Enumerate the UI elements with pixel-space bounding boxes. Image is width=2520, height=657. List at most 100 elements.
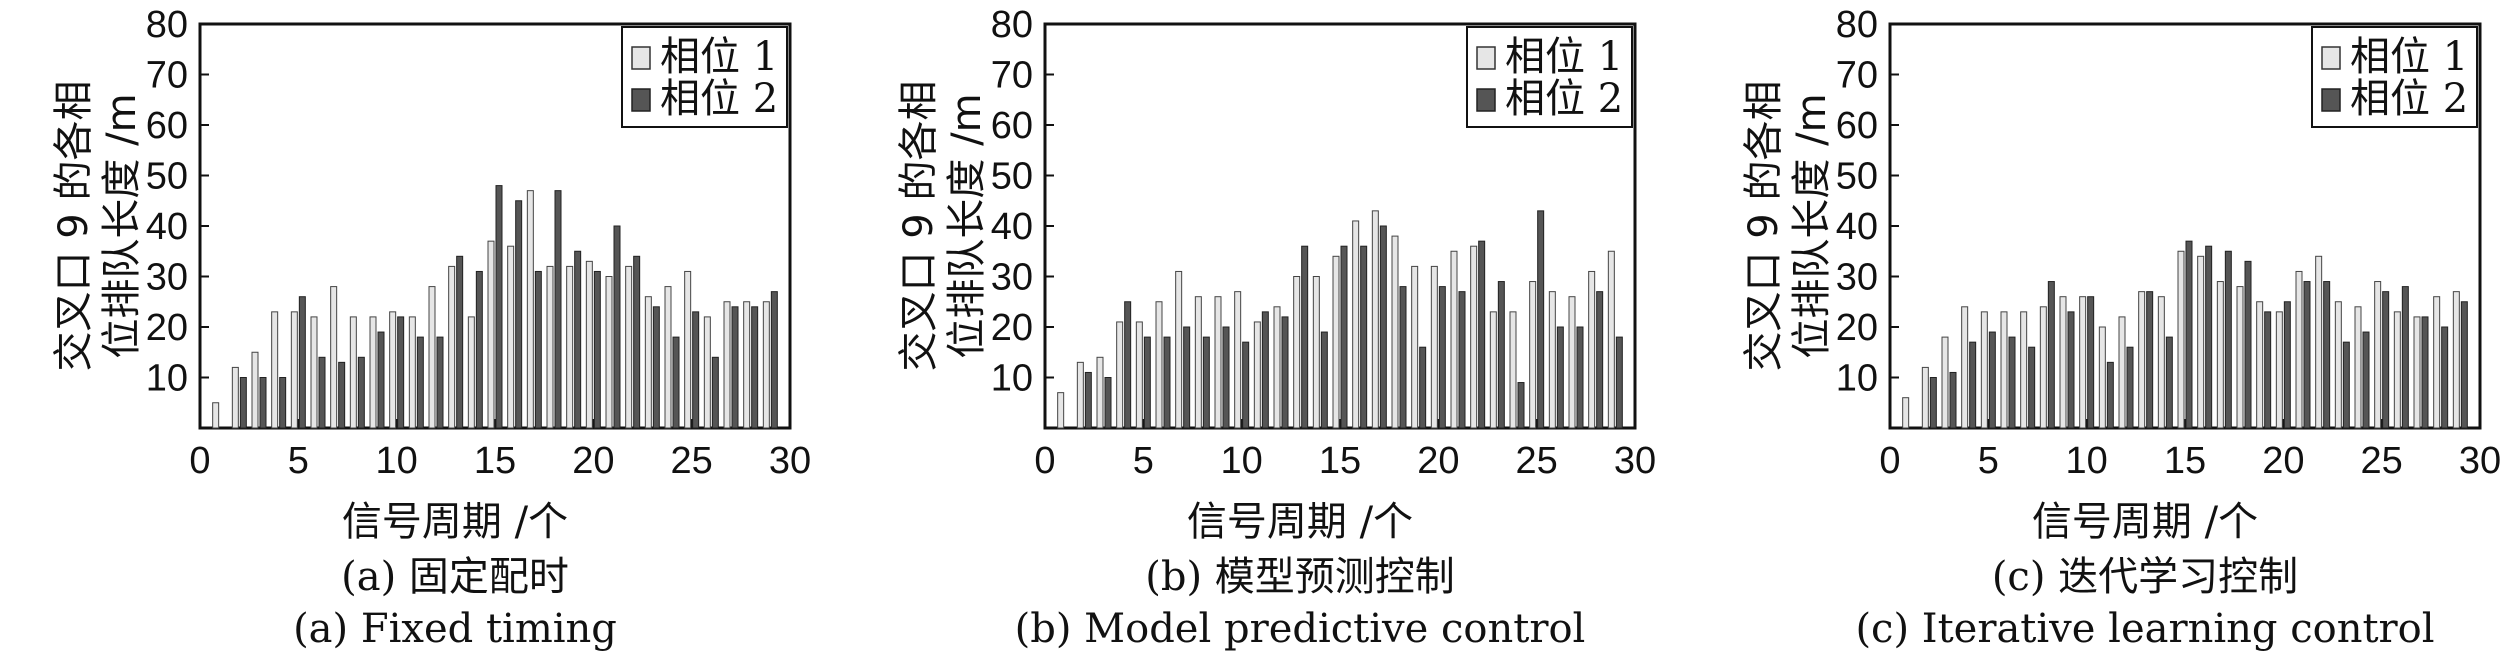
bar-phase1	[2354, 306, 2362, 429]
bar-phase1	[1450, 250, 1458, 429]
x-tick-label: 0	[1879, 440, 1900, 482]
bar-phase1	[369, 316, 377, 429]
x-tick-label: 25	[671, 440, 713, 482]
chart-panel-1: 10 20 30 40 50 60 70 80 0 5 10 15 20 25 30 相位 1相位 2 交叉口 …	[51, 4, 811, 652]
y-axis-label-line2: 位排队长度 /m	[1789, 93, 1835, 358]
y-tick-label: 10	[146, 358, 188, 400]
x-tick-label: 15	[1319, 440, 1361, 482]
y-axis-label-line1: 交叉口 9 的各相	[896, 81, 942, 372]
bar-phase1	[1568, 296, 1576, 429]
bar-phase2	[1183, 326, 1191, 429]
bar-phase2	[2460, 301, 2468, 429]
bar-phase2	[554, 190, 562, 429]
bar-phase2	[2087, 296, 2095, 429]
bar-phase2	[1949, 371, 1957, 429]
bar-phase2	[2047, 281, 2055, 429]
x-tick-label: 0	[1034, 440, 1055, 482]
bar-phase2	[770, 291, 778, 429]
bar-phase1	[723, 301, 731, 429]
bar-phase2	[1104, 377, 1112, 429]
bar-phase1	[428, 286, 436, 429]
bar-phase1	[1293, 276, 1301, 429]
chart-panel-3: 10 20 30 40 50 60 70 80 0 5 10 15 20 25 30 相位 1相位 2 交叉口 …	[1741, 4, 2501, 652]
bar-phase2	[2441, 326, 2449, 429]
legend-swatch-phase1	[631, 46, 651, 70]
bar-phase1	[2079, 296, 2087, 429]
bar-phase1	[1607, 250, 1615, 429]
bar-phase1	[1489, 311, 1497, 429]
bar-phase1	[2138, 291, 2146, 429]
bar-phase1	[526, 190, 534, 429]
bar-phase1	[2020, 311, 2028, 429]
bar-phase1	[1135, 321, 1143, 429]
bar-phase1	[2059, 296, 2067, 429]
bar-phase1	[2256, 301, 2264, 429]
bar-phase2	[1556, 326, 1564, 429]
bar-phase2	[1340, 245, 1348, 429]
bar-phase2	[1478, 240, 1486, 429]
bar-phase1	[1194, 296, 1202, 429]
y-axis-label-line2: 位排队长度 /m	[99, 93, 145, 358]
bar-phase1	[2177, 250, 2185, 429]
bar-phase1	[1352, 220, 1360, 429]
bar-phase1	[1214, 296, 1222, 429]
bar-phase1	[2413, 316, 2421, 429]
y-tick-label: 80	[991, 4, 1033, 46]
bar-phase1	[1509, 311, 1517, 429]
bar-phase1	[2000, 311, 2008, 429]
bar-phase2	[1576, 326, 1584, 429]
bar-phase1	[2315, 255, 2323, 429]
caption-en: (a) Fixed timing	[293, 606, 617, 652]
bar-phase1	[2039, 306, 2047, 429]
bar-phase1	[2157, 296, 2165, 429]
bar-phase2	[2264, 311, 2272, 429]
bar-phase2	[2421, 316, 2429, 429]
y-axis-label-line2: 位排队长度 /m	[944, 93, 990, 358]
bar-phase1	[1430, 265, 1438, 429]
y-tick-label: 70	[1836, 55, 1878, 97]
bar-phase2	[1929, 377, 1937, 429]
bar-phase2	[672, 336, 680, 429]
y-tick-label: 80	[146, 4, 188, 46]
caption-cn: (a) 固定配时	[341, 554, 569, 600]
legend-swatch-phase1	[1476, 46, 1496, 70]
bar-phase1	[330, 286, 338, 429]
bar-phase2	[239, 377, 247, 429]
legend-box	[621, 26, 788, 128]
legend-label-phase2: 相位 2	[660, 76, 778, 122]
x-axis-label: 信号周期 /个	[1187, 499, 1413, 545]
bar-phase1	[2334, 301, 2342, 429]
legend-swatch-phase2	[631, 88, 651, 112]
bar-phase2	[2283, 301, 2291, 429]
caption-cn: (b) 模型预测控制	[1145, 554, 1455, 600]
bar-phase1	[743, 301, 751, 429]
y-tick-label: 30	[991, 257, 1033, 299]
bar-phase1	[625, 265, 633, 429]
bar-phase1	[664, 286, 672, 429]
bar-phase1	[2275, 311, 2283, 429]
chart-panel-2: 10 20 30 40 50 60 70 80 0 5 10 15 20 25 30 相位 1相位 2 交叉口 …	[896, 4, 1656, 652]
bar-phase2	[2323, 281, 2331, 429]
y-axis-label: 交叉口 9 的各相 位排队长度 /m	[51, 81, 145, 372]
bar-phase2	[1497, 281, 1505, 429]
bar-phase1	[389, 311, 397, 429]
y-tick-label: 20	[1836, 307, 1878, 349]
bar-phase1	[762, 301, 770, 429]
bar-phase1	[487, 240, 495, 429]
bar-phase1	[605, 276, 613, 429]
bar-phase2	[1360, 245, 1368, 429]
bar-phase1	[1175, 270, 1183, 429]
bar-phase1	[546, 265, 554, 429]
bar-phase2	[2146, 291, 2154, 429]
bar-phase2	[1143, 336, 1151, 429]
bar-phase1	[1096, 356, 1104, 429]
bar-phase2	[1222, 326, 1230, 429]
bar-phase1	[2118, 316, 2126, 429]
bar-phase2	[1242, 341, 1250, 429]
legend-label-phase1: 相位 1	[2350, 34, 2468, 80]
y-tick-label: 50	[1836, 156, 1878, 198]
y-tick-label: 10	[1836, 358, 1878, 400]
bar-phase1	[703, 316, 711, 429]
bar-phase1	[1588, 270, 1596, 429]
bar-phase2	[1517, 382, 1525, 429]
